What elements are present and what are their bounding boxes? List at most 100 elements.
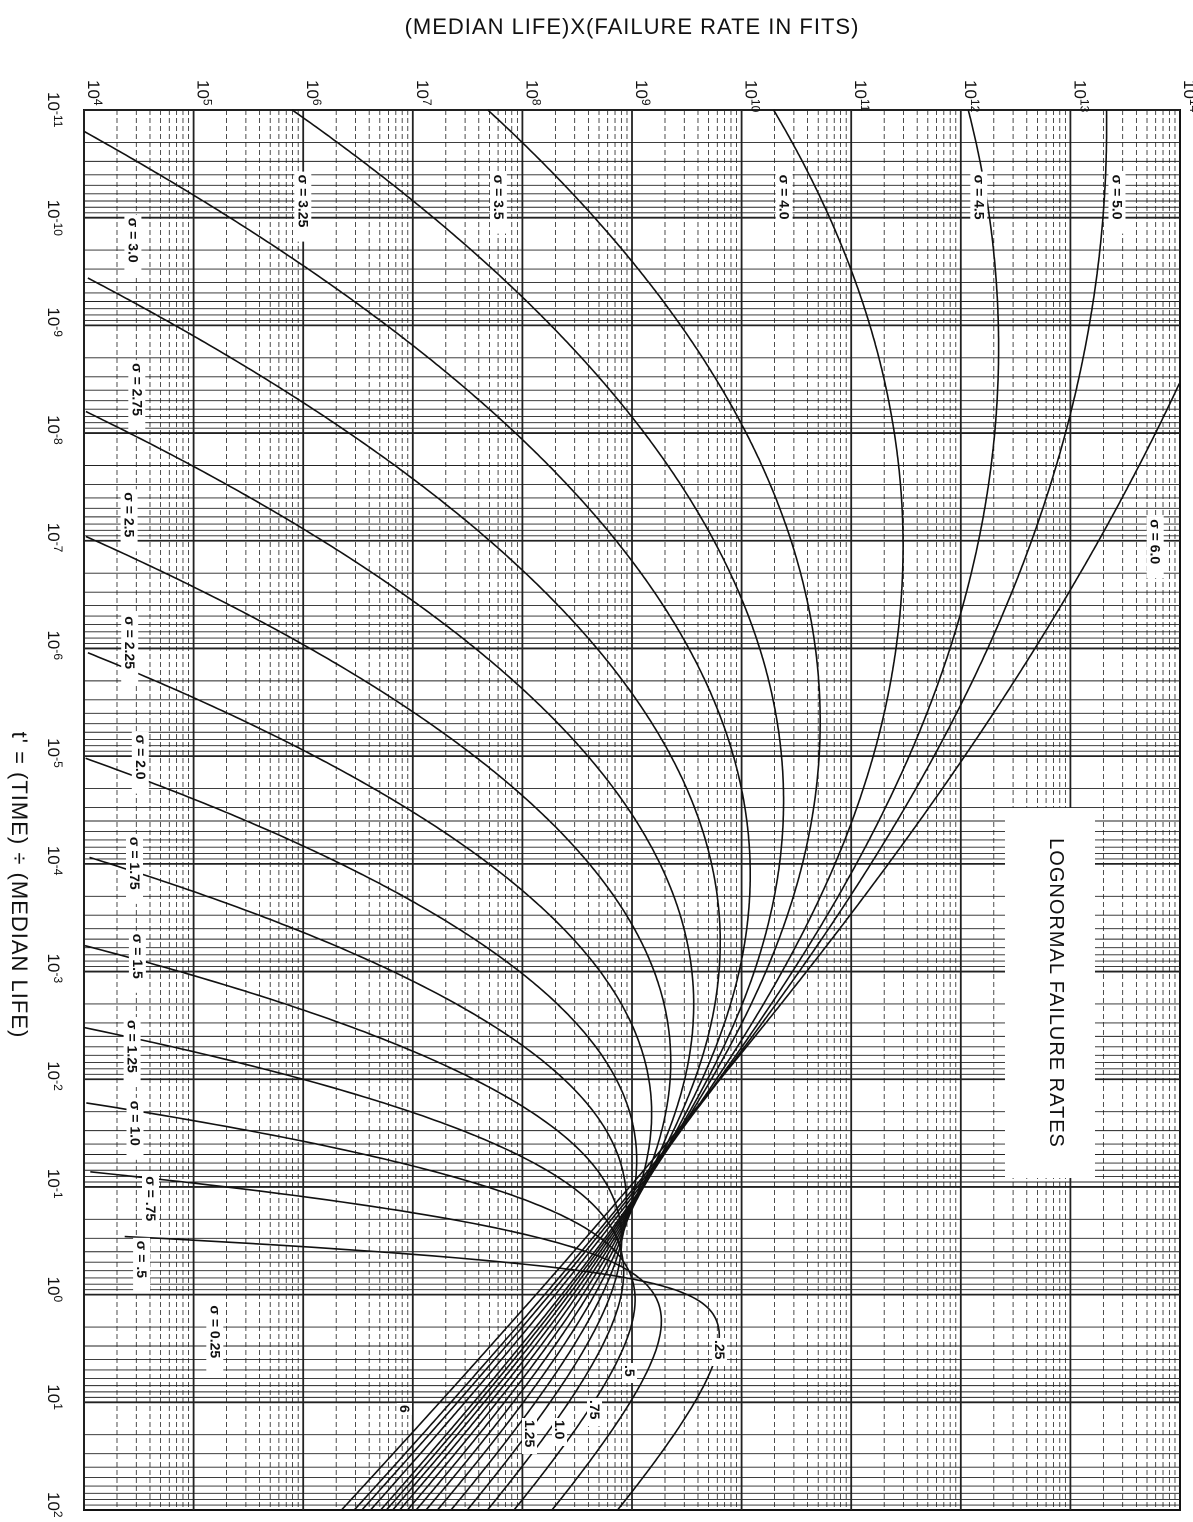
bottom-tick-label: 10-3 — [44, 954, 65, 984]
bottom-tick-text: 100 — [44, 1277, 65, 1303]
top-tick-exponent: 5 — [201, 99, 215, 106]
top-tick-exponent: 11 — [858, 99, 872, 112]
bottom-tick-text: 10-4 — [44, 846, 65, 876]
bottom-axis-label: t' = (TIME) ÷ (MEDIAN LIFE) — [7, 732, 32, 1039]
curve-label-bg — [294, 171, 312, 242]
top-axis-label: (MEDIAN LIFE)X(FAILURE RATE IN FITS) — [405, 14, 860, 39]
lower-curve-label-bg — [622, 1363, 637, 1383]
top-tick-text: 105 — [194, 80, 215, 106]
lower-curve-label-bg — [522, 1418, 537, 1454]
curve-label-text: σ = 1.5 — [130, 934, 146, 979]
curve-label-text: σ = 1.25 — [125, 1020, 141, 1073]
curve-sigma — [85, 410, 695, 1511]
top-tick-text: 108 — [522, 80, 543, 106]
bottom-tick-text: 10-5 — [44, 738, 65, 768]
curve-label-text: σ = 6.0 — [1148, 519, 1164, 564]
lower-curve-label-text: 1.25 — [522, 1420, 538, 1447]
top-tick-label: 109 — [632, 80, 653, 106]
top-tick-label: 1013 — [1070, 80, 1091, 113]
top-tick-label: 108 — [522, 80, 543, 106]
top-tick-text: 104 — [84, 80, 105, 106]
curve-sigma — [83, 130, 751, 1511]
top-tick-exponent: 4 — [91, 99, 105, 106]
bottom-tick-label: 101 — [44, 1384, 65, 1410]
bottom-tick-text: 10-8 — [44, 415, 65, 445]
curve-label-text: σ = 2.5 — [122, 492, 138, 537]
bottom-tick-label: 10-6 — [44, 630, 65, 660]
lower-curve-label-text: 1.0 — [552, 1420, 568, 1440]
curve-label-bg — [126, 833, 143, 904]
bottom-tick-text: 10-7 — [44, 523, 65, 553]
curve-label-bg — [1108, 171, 1126, 234]
curve-sigma — [340, 383, 1181, 1511]
lower-curve-label: .75 — [587, 1398, 603, 1426]
bottom-tick-label: 10-8 — [44, 415, 65, 445]
curve-sigma — [369, 109, 904, 1511]
curve-sigma — [85, 757, 638, 1511]
curve-label-text: σ = 2.75 — [129, 363, 145, 416]
bottom-tick-text: 10-10 — [44, 200, 65, 237]
bottom-tick-exponent: 0 — [51, 1296, 65, 1303]
top-tick-label: 107 — [413, 80, 434, 106]
curve-label-bg — [489, 171, 507, 234]
top-tick-exponent: 7 — [420, 99, 434, 106]
grid — [83, 109, 1181, 1511]
bottom-tick-label: 10-10 — [44, 200, 65, 237]
bottom-tick-label: 102 — [44, 1492, 65, 1518]
bottom-tick-text: 10-6 — [44, 630, 65, 660]
lower-curve-label-text: .25 — [712, 1340, 728, 1360]
bottom-tick-exponent: -11 — [51, 111, 65, 128]
lower-curve-label: 1.0 — [552, 1418, 568, 1446]
curve-sigma — [87, 652, 653, 1511]
curve-label-text: σ = 4.5 — [971, 175, 987, 220]
curve-label: σ = 5.0 — [1108, 171, 1126, 234]
curve-label-bg — [142, 1173, 159, 1236]
bottom-tick-exponent: -10 — [51, 219, 65, 237]
bottom-tick-label: 10-11 — [44, 92, 65, 128]
lower-curve-label-bg — [397, 1403, 412, 1415]
curve-label-bg — [128, 930, 146, 993]
bottom-tick-exponent: -9 — [51, 326, 65, 337]
curve-sigma — [84, 944, 623, 1511]
curve-label-text: σ = 1.75 — [127, 837, 143, 890]
curve-sigma — [89, 856, 628, 1511]
top-tick-exponent: 10 — [749, 99, 763, 113]
curve-label: σ = 4.5 — [970, 171, 988, 234]
bottom-tick-text: 10-2 — [44, 1061, 65, 1091]
curve-label-text: σ = 4.0 — [777, 175, 793, 220]
curve-label: σ = 4.0 — [775, 171, 793, 234]
curve-label-bg — [131, 731, 149, 794]
bottom-tick-exponent: -7 — [51, 542, 65, 553]
top-tick-text: 1010 — [742, 80, 763, 113]
bottom-tick-label: 10-1 — [44, 1169, 65, 1199]
lower-curve-label-bg — [552, 1418, 567, 1446]
curve-label: σ = .75 — [142, 1173, 159, 1236]
bottom-tick-exponent: -3 — [51, 972, 65, 983]
curve-label-text: σ = 5.0 — [1110, 175, 1126, 220]
curve-sigma — [291, 109, 785, 1511]
curve-sigma — [124, 1235, 721, 1511]
top-tick-label: 1011 — [851, 80, 872, 112]
top-tick-label: 1014 — [1180, 80, 1193, 113]
bottom-tick-label: 10-7 — [44, 523, 65, 553]
bottom-tick-label: 10-4 — [44, 846, 65, 876]
top-tick-exponent: 14 — [1187, 99, 1193, 113]
lower-curve-label-text: .75 — [587, 1400, 603, 1420]
curve-label-bg — [1146, 516, 1164, 579]
top-tick-exponent: 13 — [1077, 99, 1091, 113]
bottom-tick-exponent: -5 — [51, 757, 65, 768]
chart-title: LOGNORMAL FAILURE RATES — [1045, 838, 1067, 1148]
top-tick-label: 106 — [303, 80, 324, 106]
bottom-tick-text: 10-11 — [44, 92, 65, 128]
chart-title-group: LOGNORMAL FAILURE RATES — [1005, 808, 1095, 1178]
top-tick-exponent: 12 — [968, 99, 982, 113]
bottom-tick-label: 10-2 — [44, 1061, 65, 1091]
bottom-tick-text: 10-3 — [44, 954, 65, 984]
curve-label: σ = 3.0 — [124, 214, 142, 277]
top-tick-text: 1011 — [851, 80, 872, 112]
curve-label-text: σ = 2.0 — [133, 735, 149, 780]
bottom-tick-label: 10-5 — [44, 738, 65, 768]
labels: 1041051061071081091010101110121013101410… — [44, 80, 1193, 1518]
top-tick-text: 106 — [303, 80, 324, 106]
